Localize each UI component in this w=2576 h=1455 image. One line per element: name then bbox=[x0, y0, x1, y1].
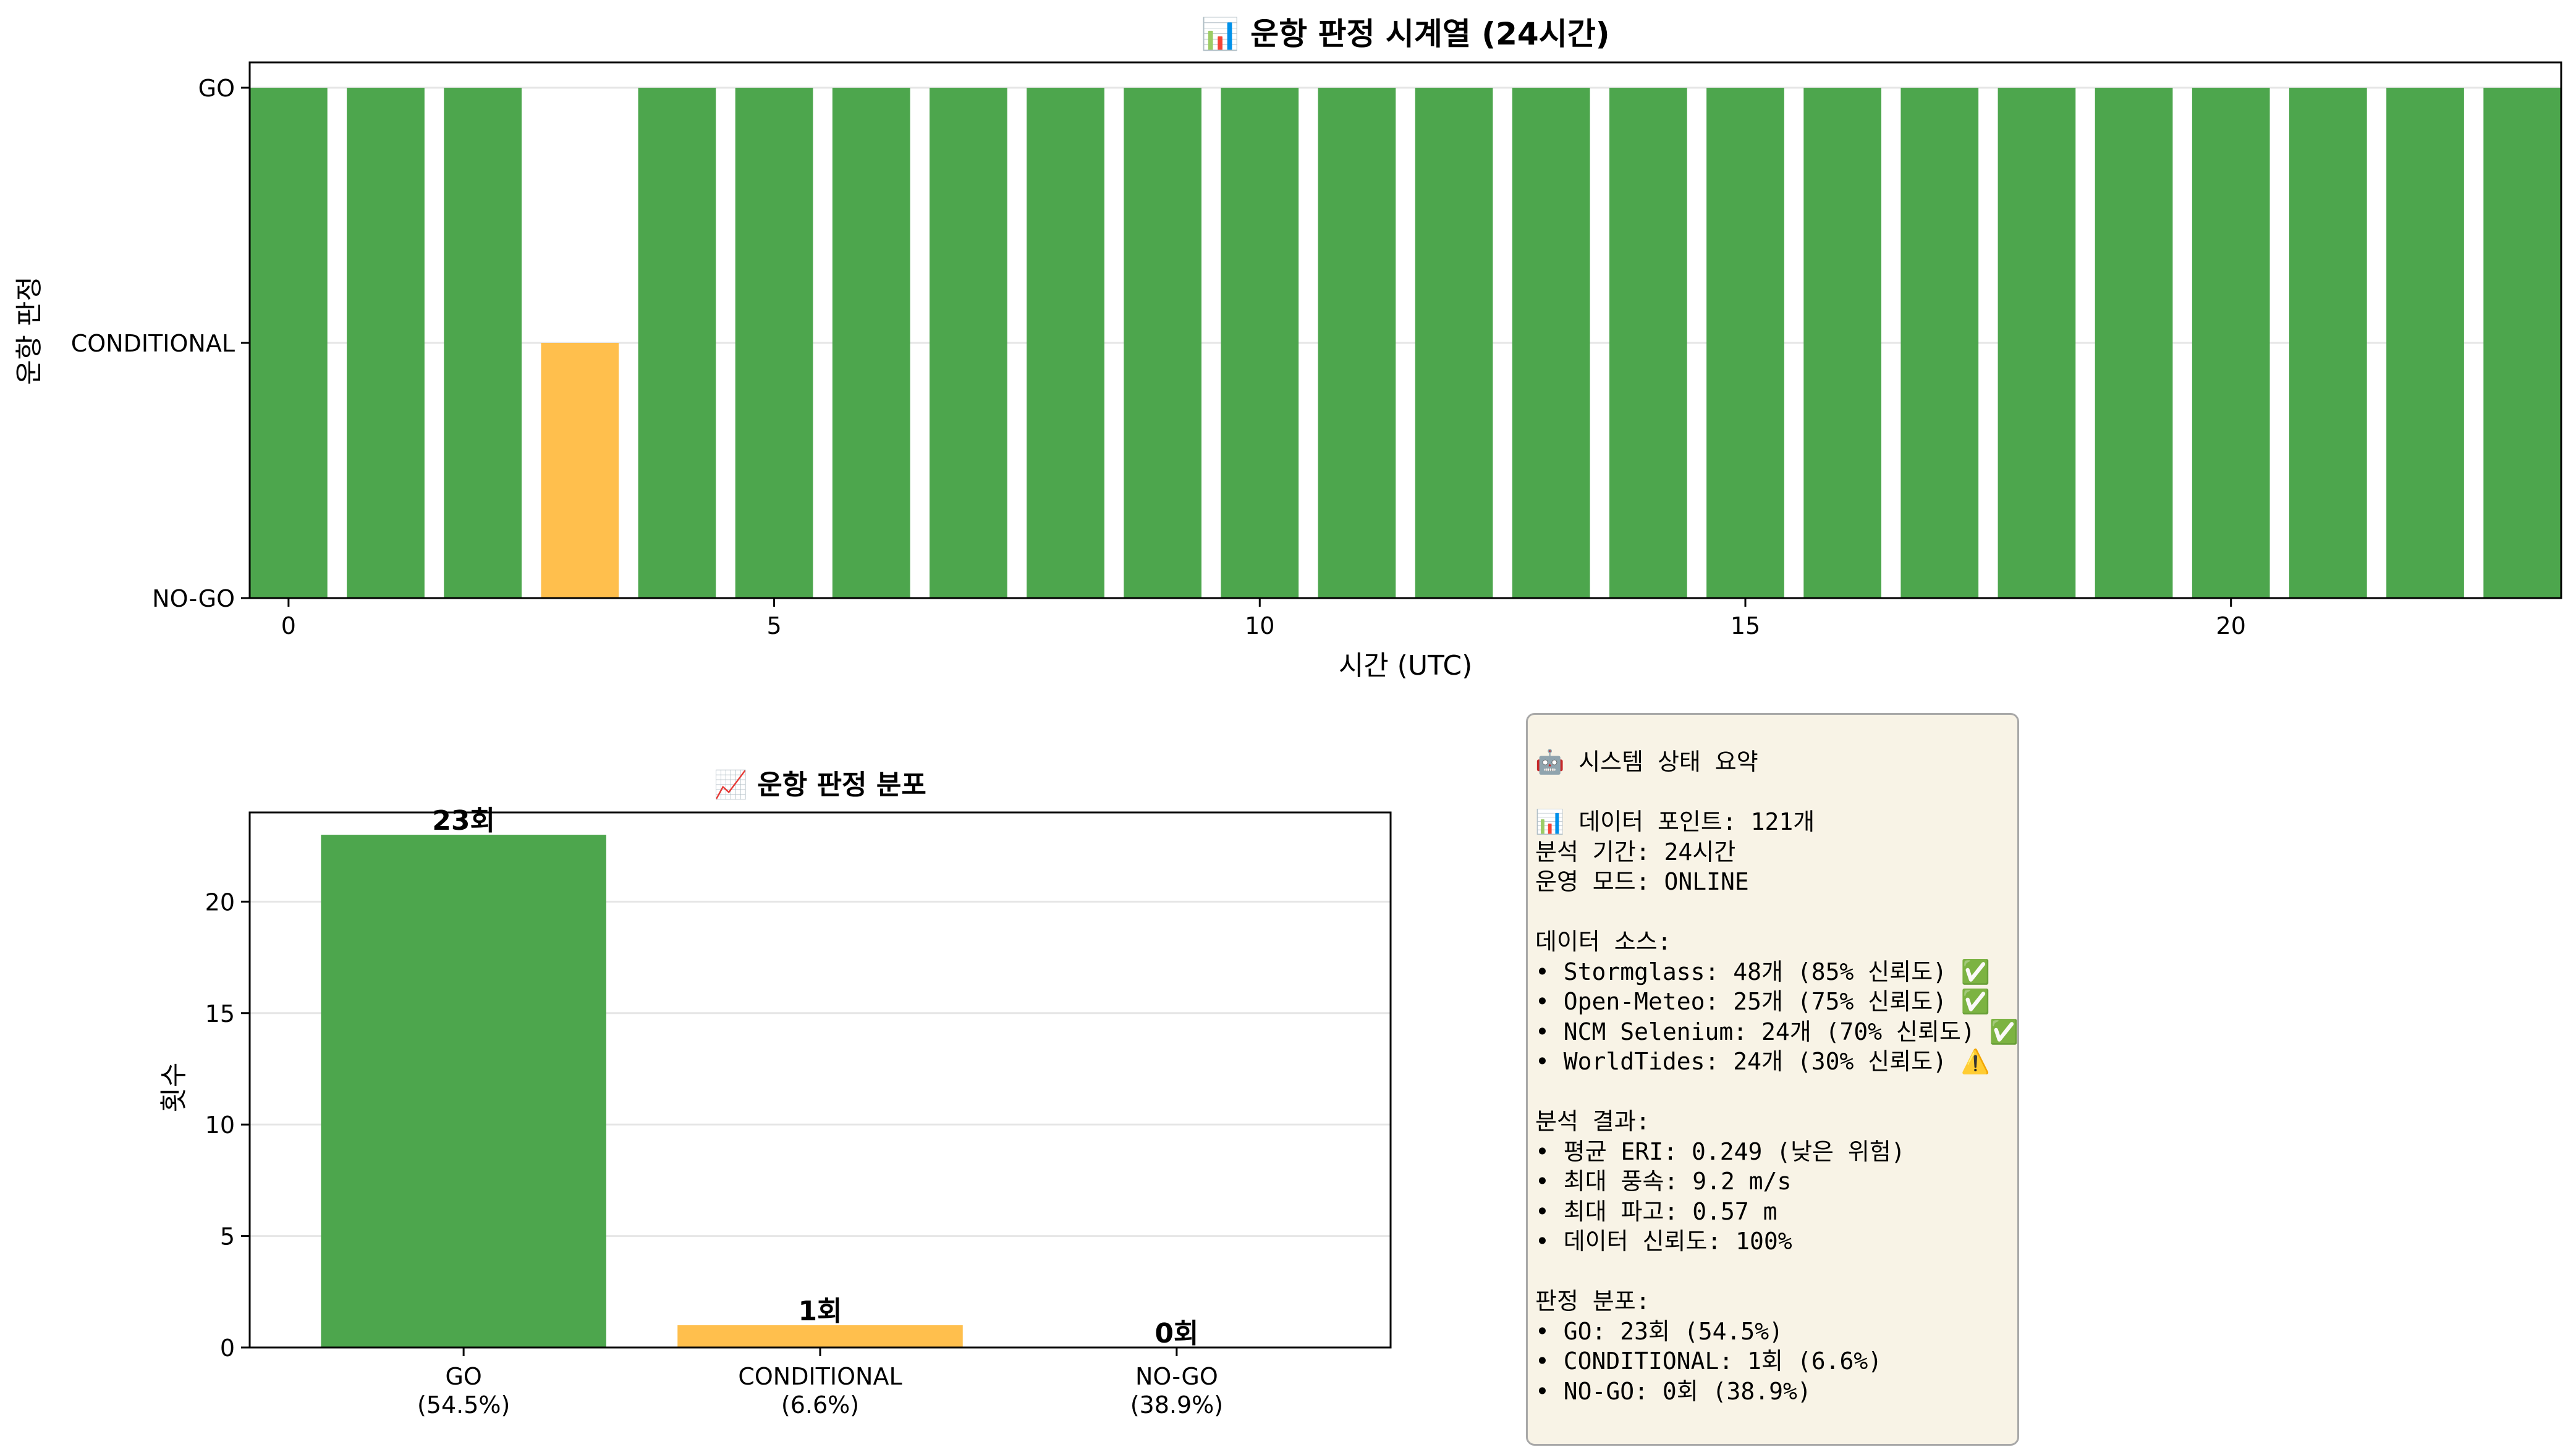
distribution-x-ticks: GO(54.5%) CONDITIONAL(6.6%) NO-GO(38.9%) bbox=[417, 1347, 1223, 1419]
distribution-y-tick-label: 15 bbox=[205, 1000, 235, 1027]
distribution-y-label: 횟수 bbox=[158, 1063, 190, 1113]
summary-line: 분석 결과: bbox=[1535, 1108, 1650, 1135]
distribution-bar bbox=[677, 1325, 963, 1347]
distribution-x-tick-label: NO-GO bbox=[1135, 1363, 1218, 1390]
timeseries-x-tick-label: 0 bbox=[281, 612, 296, 639]
summary-line: 분석 기간: 24시간 bbox=[1535, 838, 1736, 866]
distribution-x-tick-label: GO bbox=[445, 1363, 481, 1390]
summary-line: • 평균 ERI: 0.249 (낮은 위험) bbox=[1535, 1137, 1905, 1165]
summary-line: • Open-Meteo: 25개 (75% 신뢰도) ✅ bbox=[1535, 988, 1991, 1015]
summary-line: 판정 분포: bbox=[1535, 1288, 1650, 1315]
timeseries-bar bbox=[2095, 88, 2173, 598]
summary-line: • 데이터 신뢰도: 100% bbox=[1535, 1228, 1792, 1255]
distribution-data-label: 23회 bbox=[432, 805, 495, 837]
timeseries-y-tick-label: CONDITIONAL bbox=[71, 330, 235, 357]
timeseries-bar bbox=[1803, 88, 1881, 598]
timeseries-x-tick-label: 15 bbox=[1731, 612, 1760, 639]
distribution-data-labels: 23회 1회 0회 bbox=[432, 805, 1198, 1349]
timeseries-title: 📊 운항 판정 시계열 (24시간) bbox=[1201, 16, 1609, 52]
timeseries-bar bbox=[2192, 88, 2270, 598]
summary-line: • 최대 풍속: 9.2 m/s bbox=[1535, 1168, 1792, 1195]
summary-blank-line bbox=[1535, 897, 2017, 927]
timeseries-bar bbox=[1124, 88, 1201, 598]
timeseries-bar bbox=[1027, 88, 1104, 598]
timeseries-bars bbox=[250, 88, 2561, 598]
timeseries-bar bbox=[2386, 88, 2464, 598]
distribution-x-tick-pct: (54.5%) bbox=[417, 1391, 510, 1419]
timeseries-x-label: 시간 (UTC) bbox=[1339, 650, 1473, 681]
timeseries-x-ticks: 0 5 10 15 20 bbox=[281, 598, 2246, 639]
timeseries-y-tick-label: GO bbox=[198, 75, 235, 102]
summary-line: 📊 데이터 포인트: 121개 bbox=[1535, 808, 1815, 835]
distribution-y-tick-label: 0 bbox=[220, 1335, 235, 1362]
distribution-x-tick-pct: (6.6%) bbox=[781, 1391, 859, 1419]
timeseries-x-tick-label: 5 bbox=[766, 612, 781, 639]
summary-line: 🤖 시스템 상태 요약 bbox=[1535, 748, 1758, 775]
timeseries-y-ticks: NO-GO CONDITIONAL GO bbox=[71, 75, 250, 612]
timeseries-bar bbox=[444, 88, 522, 598]
timeseries-bar bbox=[1900, 88, 1979, 598]
summary-line: • CONDITIONAL: 1회 (6.6%) bbox=[1535, 1347, 1883, 1375]
summary-line: • WorldTides: 24개 (30% 신뢰도) ⚠️ bbox=[1535, 1048, 1991, 1075]
verdict-distribution-chart: GO(54.5%) CONDITIONAL(6.6%) NO-GO(38.9%) 0… bbox=[158, 769, 1392, 1419]
distribution-bars bbox=[321, 835, 963, 1347]
summary-blank-line bbox=[1535, 777, 2017, 808]
timeseries-bar bbox=[1998, 88, 2076, 598]
timeseries-bar bbox=[1318, 88, 1396, 598]
timeseries-y-label: 운항 판정 bbox=[14, 276, 45, 385]
summary-line: • NCM Selenium: 24개 (70% 신뢰도) ✅ bbox=[1535, 1018, 2019, 1045]
verdict-timeseries-chart: 0 5 10 15 20 NO-GO CONDITIONAL GO 📊 운항 판정 시계열 … bbox=[14, 16, 2562, 681]
timeseries-bar bbox=[2483, 88, 2561, 598]
timeseries-bar bbox=[1221, 88, 1299, 598]
timeseries-bar bbox=[735, 88, 813, 598]
distribution-x-tick-pct: (38.9%) bbox=[1130, 1391, 1223, 1419]
timeseries-bar bbox=[347, 88, 425, 598]
summary-line: • GO: 23회 (54.5%) bbox=[1535, 1317, 1784, 1345]
distribution-data-label: 0회 bbox=[1155, 1318, 1198, 1349]
timeseries-bar bbox=[2289, 88, 2367, 598]
timeseries-bar bbox=[541, 343, 619, 598]
distribution-y-ticks: 0 5 10 15 20 bbox=[205, 888, 250, 1362]
summary-blank-line bbox=[1535, 1257, 2017, 1287]
timeseries-x-tick-label: 20 bbox=[2216, 612, 2246, 639]
timeseries-bar bbox=[1706, 88, 1784, 598]
distribution-y-tick-label: 20 bbox=[205, 888, 235, 916]
timeseries-bar bbox=[1415, 88, 1493, 598]
distribution-y-tick-label: 10 bbox=[205, 1111, 235, 1139]
timeseries-bar bbox=[638, 88, 716, 598]
timeseries-bar bbox=[1609, 88, 1687, 598]
summary-line: • NO-GO: 0회 (38.9%) bbox=[1535, 1377, 1811, 1405]
distribution-y-tick-label: 5 bbox=[220, 1223, 235, 1250]
distribution-title: 📈 운항 판정 분포 bbox=[714, 769, 926, 801]
distribution-bar bbox=[321, 835, 606, 1347]
summary-line: • Stormglass: 48개 (85% 신뢰도) ✅ bbox=[1535, 958, 1991, 985]
distribution-data-label: 1회 bbox=[798, 1296, 842, 1327]
distribution-x-tick-label: CONDITIONAL bbox=[738, 1363, 902, 1390]
timeseries-bar bbox=[930, 88, 1007, 598]
timeseries-bar bbox=[832, 88, 910, 598]
summary-blank-line bbox=[1535, 1077, 2017, 1107]
timeseries-plot-frame bbox=[248, 61, 2562, 599]
summary-line: • 최대 파고: 0.57 m bbox=[1535, 1197, 1777, 1225]
timeseries-x-tick-label: 10 bbox=[1245, 612, 1274, 639]
timeseries-bar bbox=[250, 88, 328, 598]
summary-line: 데이터 소스: bbox=[1535, 928, 1672, 955]
summary-line: 운영 모드: ONLINE bbox=[1535, 868, 1749, 895]
timeseries-bar bbox=[1512, 88, 1590, 598]
timeseries-y-tick-label: NO-GO bbox=[152, 585, 235, 612]
timeseries-gridlines bbox=[250, 86, 2561, 344]
